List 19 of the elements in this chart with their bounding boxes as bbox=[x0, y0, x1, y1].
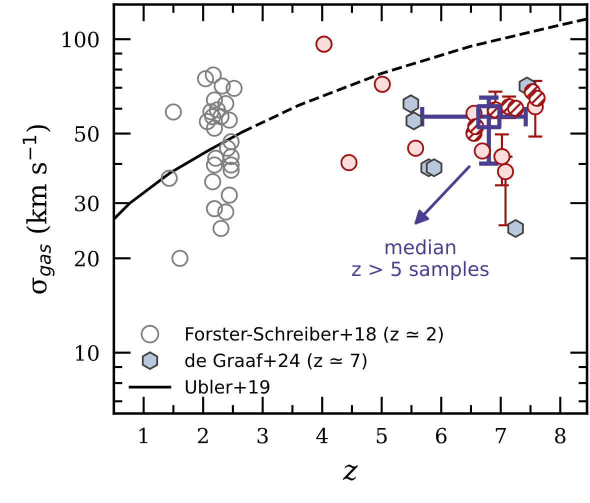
x-tick-label: 3 bbox=[258, 428, 268, 444]
x-tick-label: 8 bbox=[555, 428, 566, 444]
x-tick-label: 7 bbox=[496, 428, 506, 444]
legend-label: Forster-Schreiber+18 (z ≃ 2) bbox=[186, 326, 443, 343]
y-tick-label: 30 bbox=[75, 196, 99, 212]
y-tick-label: 10 bbox=[76, 345, 99, 361]
x-tick-label: 4 bbox=[316, 428, 328, 444]
y-tick-label: 20 bbox=[74, 250, 99, 267]
annotation: median z > 5 samples bbox=[352, 239, 489, 280]
y-tick-label: 50 bbox=[75, 126, 99, 142]
x-tick-label: 1 bbox=[140, 428, 148, 444]
x-tick-label: 2 bbox=[198, 428, 208, 444]
x-tick-label: 5 bbox=[376, 428, 387, 444]
legend-label: Ubler+19 bbox=[186, 380, 270, 394]
legend-label: de Graaf+24 (z ≃ 7) bbox=[185, 353, 366, 370]
x-tick-label: 6 bbox=[436, 428, 447, 444]
y-axis-title: σ$_{gas}$ (km s$^{−1}$) bbox=[22, 125, 54, 294]
y-tick-label: 100 bbox=[62, 32, 99, 48]
x-axis-title: z bbox=[342, 464, 358, 480]
